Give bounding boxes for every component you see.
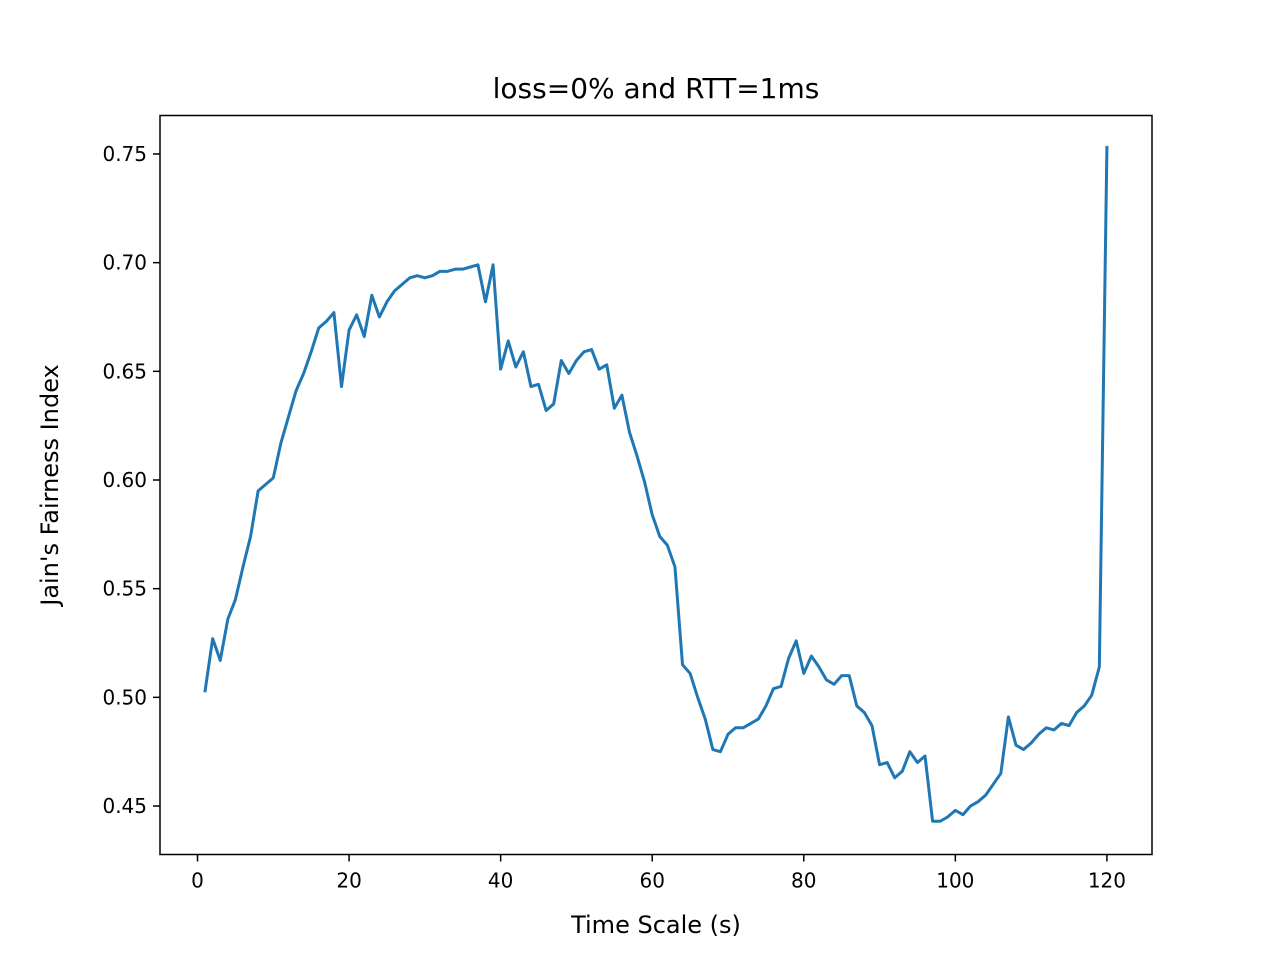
x-axis-label: Time Scale (s): [570, 911, 741, 939]
x-axis: 0 20 40 60 80 100 120: [191, 854, 1126, 893]
x-tick-label: 20: [336, 869, 361, 893]
y-tick-label: 0.65: [102, 359, 147, 383]
series-line-0: [203, 145, 1109, 823]
y-tick-label: 0.60: [102, 468, 147, 492]
y-tick-label: 0.75: [102, 142, 147, 166]
series-layer: [203, 145, 1109, 823]
plot-area: [159, 114, 1153, 856]
y-axis-label: Jain's Fairness Index: [36, 364, 64, 608]
x-tick-label: 80: [791, 869, 816, 893]
y-tick-label: 0.45: [102, 794, 147, 818]
y-tick-label: 0.70: [102, 251, 147, 275]
y-tick-label: 0.55: [102, 577, 147, 601]
y-axis: 0.45 0.50 0.55 0.60 0.65 0.70 0.75: [102, 142, 160, 818]
x-tick-label: 40: [488, 869, 513, 893]
plot-frame: [159, 114, 1153, 856]
y-tick-label: 0.50: [102, 685, 147, 709]
x-tick-label: 60: [639, 869, 664, 893]
chart-title: loss=0% and RTT=1ms: [493, 72, 820, 105]
x-tick-label: 100: [936, 869, 974, 893]
x-tick-label: 0: [191, 869, 204, 893]
x-tick-label: 120: [1088, 869, 1126, 893]
